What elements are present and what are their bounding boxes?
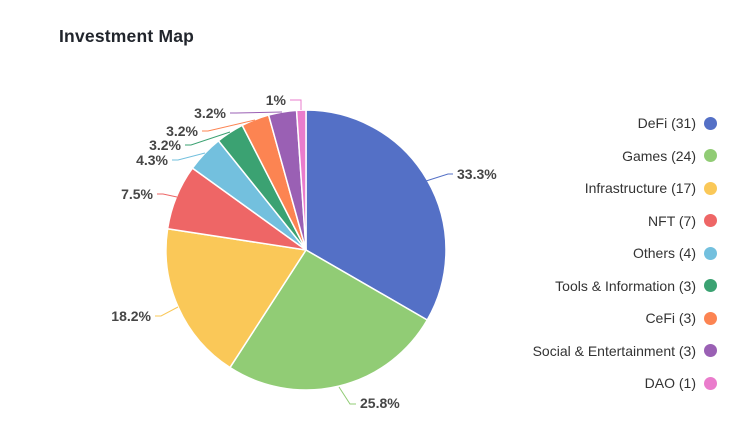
legend-swatch — [704, 376, 717, 390]
legend-label: Others (4) — [632, 245, 696, 261]
slice-leader-games — [338, 386, 356, 405]
legend-item-others[interactable]: Others (4) — [633, 243, 717, 263]
legend-label: NFT (7) — [648, 212, 696, 229]
slice-leader-cefi — [202, 119, 256, 132]
slice-label-tools-information: 3.2% — [149, 137, 181, 153]
slice-leader-tools-information — [185, 131, 231, 146]
slice-label-others: 4.3% — [136, 152, 168, 168]
slice-label-cefi: 3.2% — [166, 123, 198, 139]
legend-swatch — [704, 279, 717, 292]
legend-label: Games (24) — [622, 147, 696, 164]
legend-item-nft[interactable]: NFT (7) — [648, 211, 717, 231]
legend-item-infrastructure[interactable]: Infrastructure (17) — [585, 178, 717, 198]
legend-item-social-entertainment[interactable]: Social & Entertainment (3) — [533, 341, 717, 361]
slice-label-nft: 7.5% — [121, 186, 153, 202]
slice-leader-defi — [425, 173, 453, 182]
legend-item-cefi[interactable]: CeFi (3) — [645, 308, 717, 328]
legend-swatch — [704, 344, 717, 357]
legend-swatch — [704, 149, 717, 162]
slice-leader-nft — [157, 193, 178, 198]
pie-slice-infrastructure[interactable] — [165, 228, 307, 369]
legend-swatch — [704, 181, 717, 195]
legend-item-dao[interactable]: DAO (1) — [645, 373, 717, 393]
slice-label-infrastructure: 18.2% — [111, 308, 151, 324]
legend-label: DeFi (31) — [637, 115, 696, 131]
legend-item-tools-information[interactable]: Tools & Information (3) — [555, 276, 717, 296]
slice-label-defi: 33.3% — [457, 166, 497, 182]
slice-leader-infrastructure — [155, 306, 179, 317]
legend-label: Tools & Information (3) — [555, 277, 696, 294]
slice-label-dao: 1% — [266, 92, 287, 108]
legend: DeFi (31) Games (24) Infrastructure (17) NF… — [533, 113, 717, 393]
legend-swatch — [704, 214, 717, 227]
legend-item-defi[interactable]: DeFi (31) — [638, 113, 717, 133]
legend-label: Infrastructure (17) — [584, 180, 696, 196]
chart-title: Investment Map — [59, 26, 195, 46]
legend-item-games[interactable]: Games (24) — [622, 146, 717, 166]
pie-slice-dao[interactable] — [295, 109, 307, 251]
legend-swatch — [704, 116, 717, 130]
slice-leader-dao — [290, 99, 302, 110]
slice-leader-others — [172, 152, 206, 161]
slice-leader-social-entertainment — [230, 111, 283, 114]
pie-slice-games[interactable] — [229, 249, 428, 391]
legend-swatch — [704, 311, 717, 325]
legend-label: CeFi (3) — [645, 310, 696, 326]
legend-label: DAO (1) — [644, 375, 696, 391]
pie-slice-defi[interactable] — [305, 109, 447, 321]
legend-swatch — [704, 246, 717, 260]
slice-label-social-entertainment: 3.2% — [194, 105, 226, 121]
slice-label-games: 25.8% — [360, 395, 400, 411]
legend-label: Social & Entertainment (3) — [532, 342, 696, 359]
